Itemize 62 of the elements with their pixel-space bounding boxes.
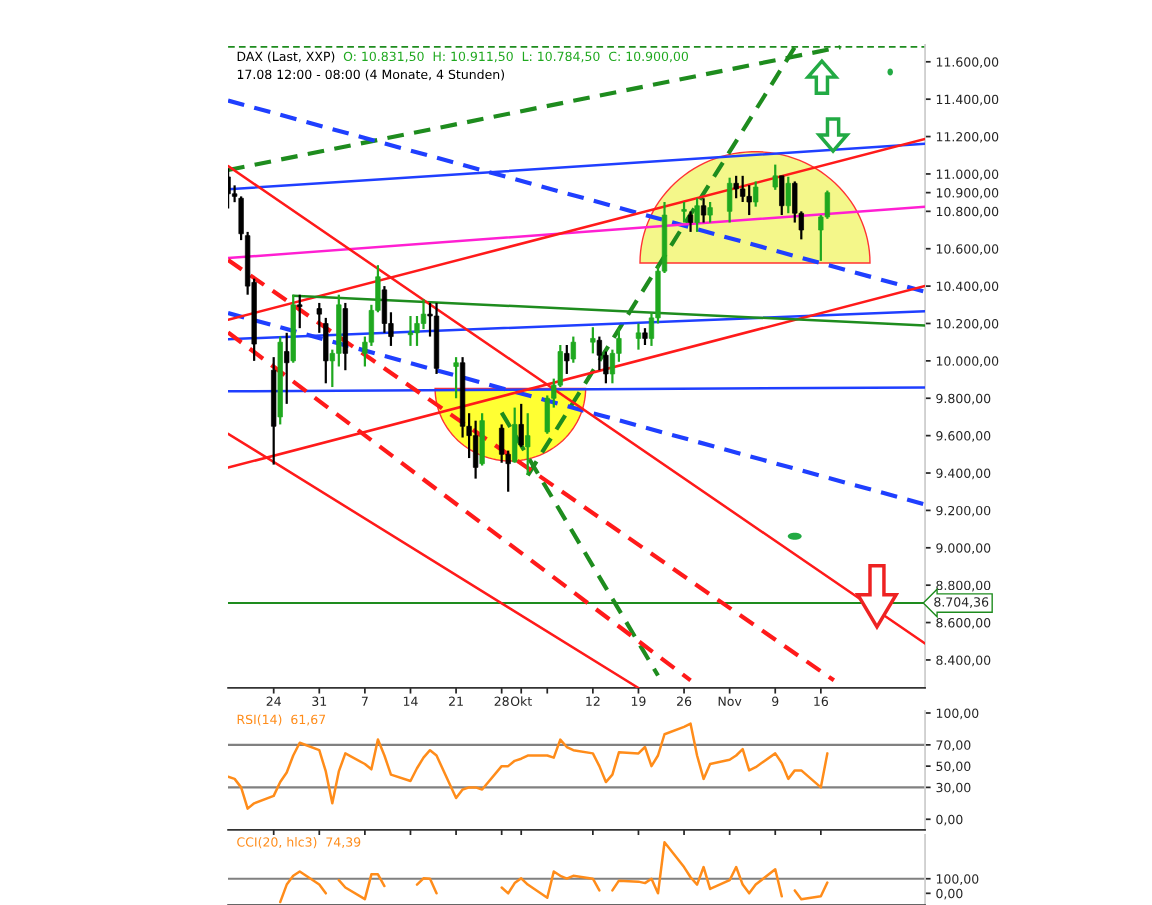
- candlestick: [590, 326, 596, 355]
- y-tick-label: 10.600,00: [936, 244, 999, 255]
- y-tick-label: 100,00: [936, 874, 979, 885]
- y-tick-label: 9.000,00: [936, 543, 991, 554]
- y-tick-label: 0,00: [936, 888, 963, 900]
- candlestick: [316, 301, 322, 334]
- y-tick-label: 0,00: [936, 814, 963, 826]
- y-tick-label: 9.400,00: [936, 468, 991, 480]
- x-tick-label: Okt: [510, 696, 532, 706]
- candlestick: [453, 356, 459, 400]
- y-tick-label: 9.800,00: [936, 393, 991, 405]
- candlestick: [570, 335, 576, 364]
- x-tick-label: 7: [361, 696, 368, 706]
- y-tick-label: 50,00: [936, 761, 971, 773]
- chart-title: DAX (Last, XXP): [237, 51, 335, 63]
- y-tick-label: 8.800,00: [936, 580, 991, 592]
- text: 17.08 12:00 - 08:00 (4 Monate, 4 Stunden): [237, 69, 505, 81]
- candlestick: [753, 180, 759, 208]
- x-tick-label: 24: [266, 696, 281, 706]
- candlestick: [525, 412, 531, 476]
- candlestick: [785, 175, 791, 215]
- y-tick-label: 11.600,00: [936, 57, 999, 68]
- y-tick-label: 70,00: [936, 740, 971, 752]
- y-tick-label: 10.200,00: [936, 318, 999, 330]
- y-tick-label: 10.400,00: [936, 281, 999, 293]
- x-tick-label: 9: [772, 696, 779, 706]
- chart-title: CCI(20, hlc3) 74,39: [237, 837, 361, 849]
- candlestick: [635, 322, 642, 351]
- x-tick-label: 21: [449, 696, 463, 706]
- candlestick: [518, 402, 524, 448]
- y-tick-label: 8.600,00: [936, 618, 991, 629]
- y-tick-label: 10.900,00: [936, 188, 999, 199]
- candlestick: [700, 197, 707, 224]
- chart-title: RSI(14) 61,67: [237, 714, 326, 726]
- ref-line-label: 8.704,36: [934, 597, 989, 608]
- x-tick-label: 14: [403, 696, 418, 706]
- y-tick-label: 11.200,00: [936, 132, 999, 143]
- candlestick: [297, 293, 303, 330]
- y-tick-label: 11.400,00: [936, 94, 999, 106]
- candlestick: [564, 343, 570, 376]
- x-tick-label: 26: [677, 696, 692, 706]
- candlestick: [687, 210, 694, 234]
- y-tick-label: 100,00: [936, 708, 979, 720]
- y-tick-label: 11.000,00: [936, 169, 999, 181]
- candlestick: [681, 200, 687, 224]
- x-tick-label: 16: [814, 696, 828, 706]
- x-tick-label: 28: [494, 696, 509, 706]
- x-tick-label: 31: [312, 696, 327, 706]
- candlestick: [694, 197, 700, 234]
- candlestick: [284, 331, 290, 405]
- x-tick-label: 19: [631, 696, 646, 706]
- y-tick-label: 10.000,00: [936, 356, 999, 368]
- y-tick-label: 8.400,00: [936, 655, 991, 667]
- y-tick-label: 10.800,00: [936, 206, 999, 218]
- y-tick-label: 9.200,00: [936, 505, 991, 517]
- y-tick-label: 30,00: [936, 782, 971, 794]
- y-tick-label: 9.600,00: [936, 431, 991, 442]
- candlestick: [707, 200, 713, 224]
- x-tick-label: 12: [586, 696, 600, 706]
- annotation: O: 10.831,50 H: 10.911,50 L: 10.784,50 C: 10.900,00: [343, 51, 689, 63]
- x-tick-label: Nov: [718, 696, 742, 706]
- candlestick: [772, 163, 778, 191]
